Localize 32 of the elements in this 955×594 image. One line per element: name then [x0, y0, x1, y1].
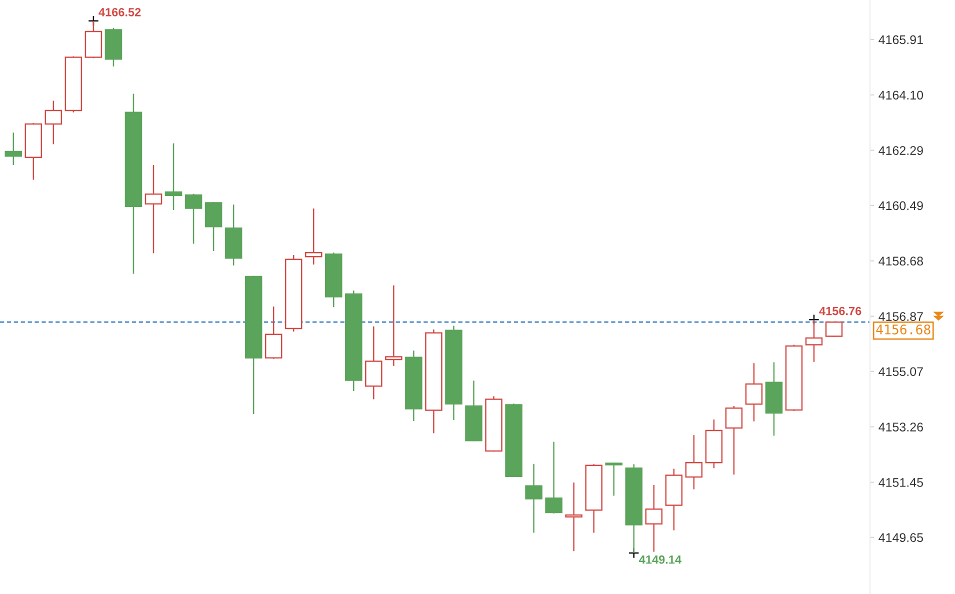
candlestick [304, 208, 322, 266]
candlestick [44, 100, 62, 145]
text: 4166.52 [98, 8, 141, 16]
y-tick-label: 4160.49 [878, 201, 923, 210]
y-tick-label: 4158.68 [878, 256, 923, 266]
candlestick [685, 434, 703, 490]
candlestick [645, 484, 662, 552]
y-tick-label: 4153.26 [878, 422, 923, 432]
candlestick [525, 463, 542, 534]
ref-line-label: 4156.68 [876, 324, 930, 334]
candlestick [565, 482, 582, 552]
y-tick-label: 4151.45 [878, 478, 923, 487]
candlestick [144, 164, 162, 254]
y-tick-label: 4164.10 [878, 90, 924, 100]
y-tick-label: 4155.07 [878, 367, 923, 376]
candlestick [725, 405, 743, 476]
candlestick [605, 462, 622, 496]
y-tick-label: 4156.87 [878, 312, 923, 321]
y-tick-label: 4162.29 [878, 146, 923, 155]
y-tick-label: 4165.91 [878, 35, 923, 44]
text: 4156.76 [819, 306, 862, 316]
candlestick [4, 132, 22, 166]
candlestick [204, 201, 222, 252]
candlestick [385, 284, 402, 367]
candlestick [545, 441, 562, 514]
candlestick [745, 362, 763, 422]
y-tick-label: 4149.65 [878, 533, 923, 542]
candlestick [825, 320, 843, 338]
text: 4149.14 [639, 555, 682, 564]
candlestick [264, 306, 282, 360]
candlestick [164, 142, 182, 211]
candlestick [184, 193, 202, 244]
